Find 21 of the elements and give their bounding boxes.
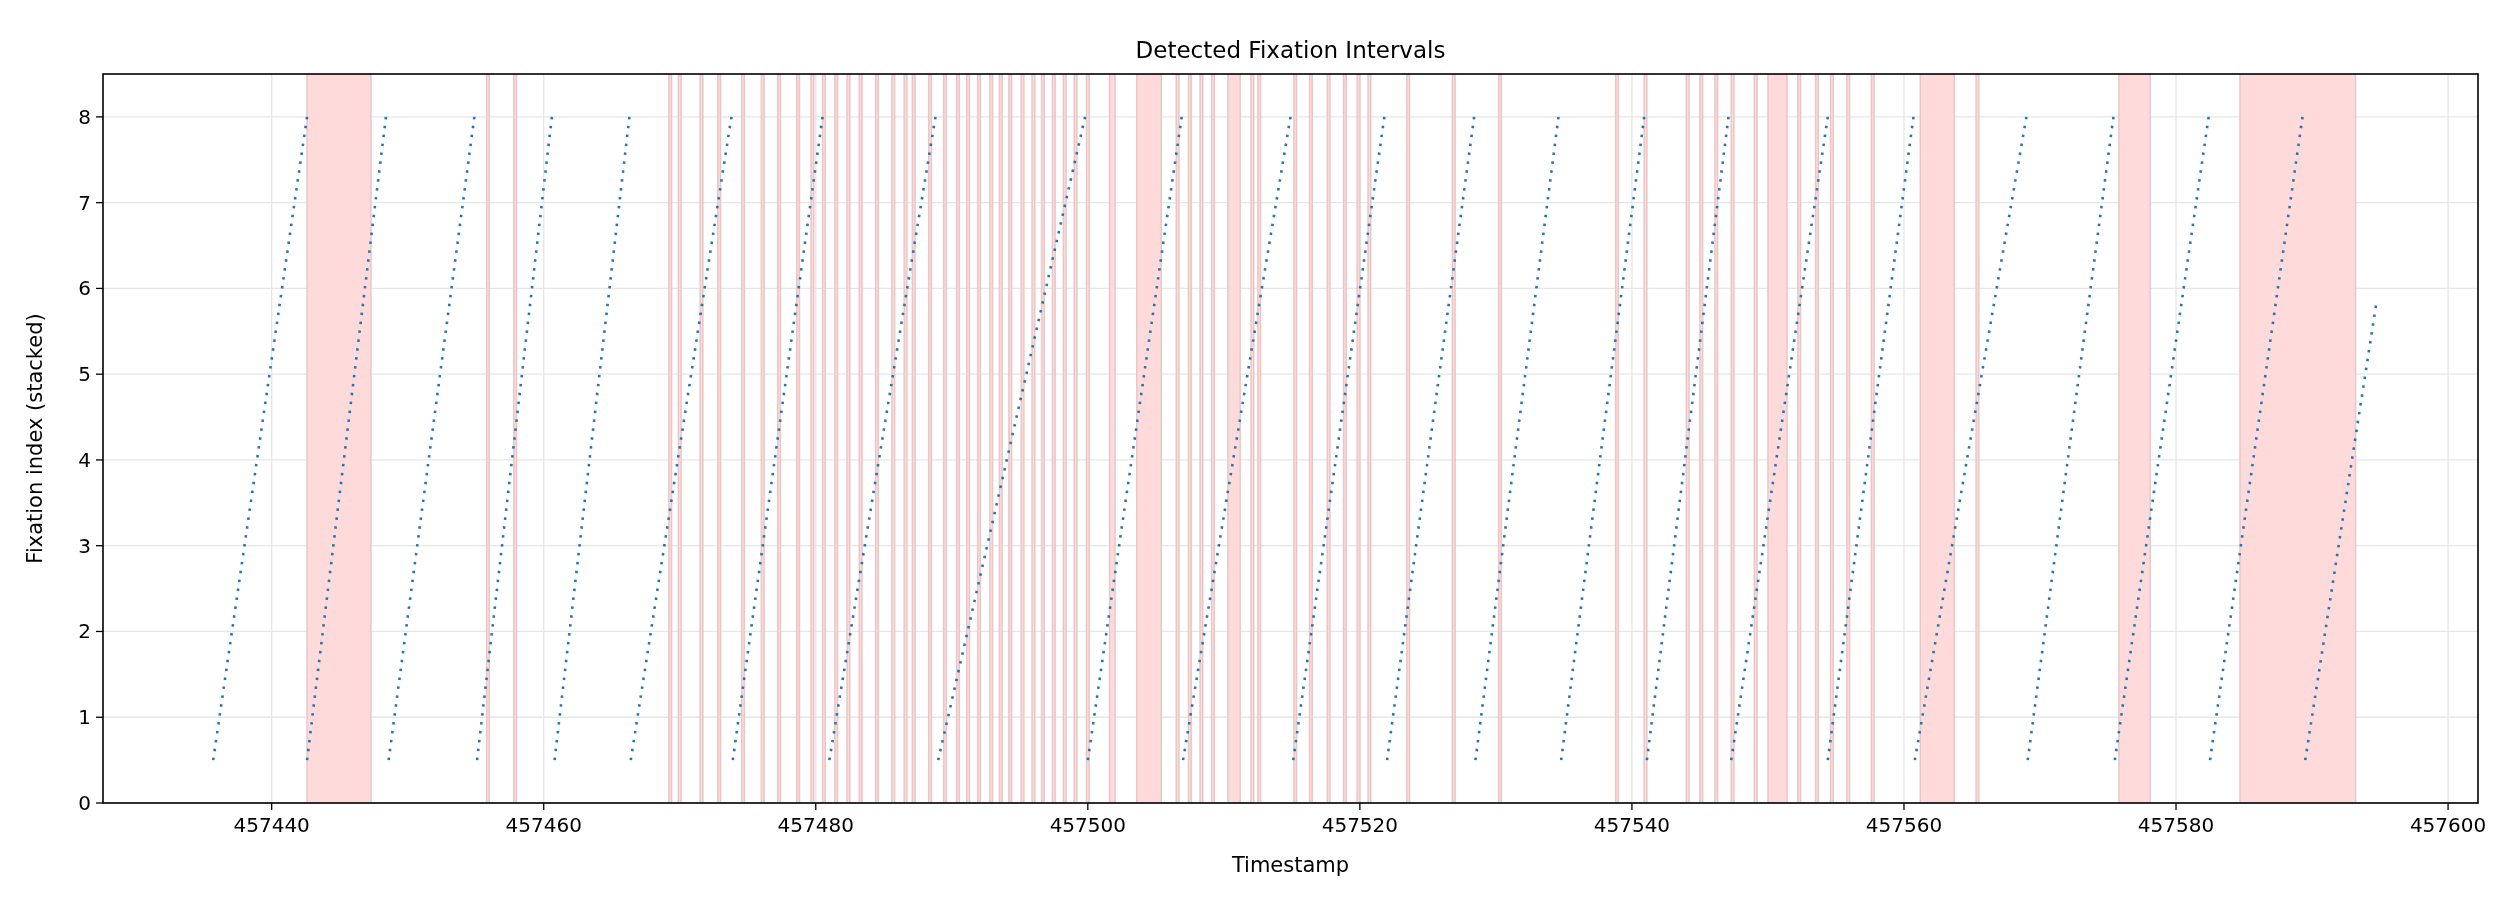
y-tick-label: 0 bbox=[78, 791, 91, 815]
x-tick-label: 457500 bbox=[1049, 813, 1126, 837]
x-tick-label: 457600 bbox=[2409, 813, 2487, 837]
x-tick-label: 457460 bbox=[505, 813, 582, 837]
x-tick-label: 457520 bbox=[1321, 813, 1399, 837]
y-tick-label: 8 bbox=[78, 104, 91, 129]
y-tick-label: 2 bbox=[78, 619, 91, 644]
y-tick-label: 7 bbox=[78, 190, 91, 215]
x-tick-label: 457480 bbox=[777, 813, 854, 837]
x-tick-label: 457580 bbox=[2137, 813, 2215, 837]
y-tick-label: 6 bbox=[78, 276, 91, 301]
y-tick-label: 5 bbox=[78, 362, 91, 387]
y-tick-label: 4 bbox=[78, 447, 91, 472]
y-axis-title: Fixation index (stacked) bbox=[23, 313, 47, 564]
x-tick-label: 457540 bbox=[1593, 813, 1671, 837]
x-axis-title: Timestamp bbox=[1230, 853, 1350, 877]
y-tick-label: 1 bbox=[78, 705, 91, 730]
x-tick-label: 457560 bbox=[1865, 813, 1943, 837]
y-tick-label: 3 bbox=[78, 533, 91, 558]
chart-title: Detected Fixation Intervals bbox=[1135, 37, 1446, 63]
x-tick-label: 457440 bbox=[233, 813, 310, 837]
